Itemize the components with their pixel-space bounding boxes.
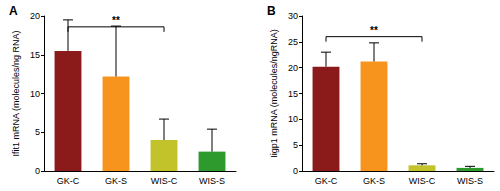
svg-text:GK-S: GK-S bbox=[363, 176, 385, 186]
svg-text:GK-S: GK-S bbox=[105, 176, 127, 186]
svg-text:15: 15 bbox=[30, 50, 40, 60]
svg-text:15: 15 bbox=[288, 89, 298, 99]
svg-text:30: 30 bbox=[288, 11, 298, 21]
svg-text:Iigp1 mRNA (molecules/ngRNA): Iigp1 mRNA (molecules/ngRNA) bbox=[269, 29, 279, 158]
svg-text:0: 0 bbox=[293, 166, 298, 176]
svg-text:B: B bbox=[267, 4, 276, 18]
svg-text:A: A bbox=[9, 4, 18, 18]
svg-text:WIS-S: WIS-S bbox=[457, 176, 483, 186]
svg-text:20: 20 bbox=[30, 11, 40, 21]
svg-text:WIS-C: WIS-C bbox=[151, 176, 178, 186]
svg-text:WIS-S: WIS-S bbox=[199, 176, 225, 186]
svg-text:0: 0 bbox=[35, 166, 40, 176]
svg-text:10: 10 bbox=[30, 89, 40, 99]
svg-text:WIS-C: WIS-C bbox=[409, 176, 436, 186]
svg-text:GK-C: GK-C bbox=[315, 176, 338, 186]
svg-text:20: 20 bbox=[288, 63, 298, 73]
svg-text:**: ** bbox=[370, 25, 378, 36]
svg-text:10: 10 bbox=[288, 114, 298, 124]
svg-text:25: 25 bbox=[288, 37, 298, 47]
svg-text:Ifit1 mRNA (molecules/ng RNA): Ifit1 mRNA (molecules/ng RNA) bbox=[11, 30, 21, 156]
svg-text:5: 5 bbox=[35, 127, 40, 137]
svg-text:**: ** bbox=[112, 15, 120, 26]
svg-text:5: 5 bbox=[293, 140, 298, 150]
svg-text:GK-C: GK-C bbox=[57, 176, 80, 186]
